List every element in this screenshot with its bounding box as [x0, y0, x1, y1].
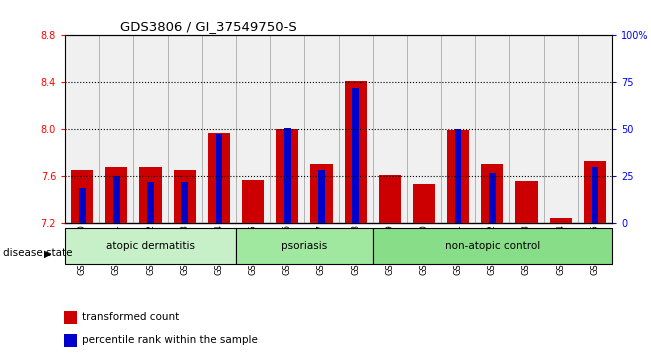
Bar	[311, 164, 333, 223]
Bar	[79, 188, 85, 223]
Bar	[344, 81, 367, 223]
Bar	[113, 176, 120, 223]
Bar	[270, 35, 304, 223]
Text: atopic dermatitis: atopic dermatitis	[106, 241, 195, 251]
Bar	[64, 334, 77, 347]
Text: percentile rank within the sample: percentile rank within the sample	[82, 335, 258, 346]
Bar	[133, 35, 168, 223]
Text: psoriasis: psoriasis	[281, 241, 327, 251]
Bar	[489, 173, 495, 223]
Bar	[65, 35, 99, 223]
Text: ▶: ▶	[44, 249, 52, 259]
Bar	[99, 35, 133, 223]
Bar	[105, 167, 128, 223]
Bar	[208, 133, 230, 223]
Bar	[168, 35, 202, 223]
Bar	[71, 170, 93, 223]
Bar	[174, 170, 196, 223]
Bar	[509, 35, 544, 223]
Bar	[447, 130, 469, 223]
Bar	[202, 35, 236, 223]
Bar	[584, 161, 606, 223]
Bar	[441, 35, 475, 223]
Bar	[215, 134, 222, 223]
Bar	[65, 228, 236, 264]
Bar	[407, 35, 441, 223]
Bar	[284, 128, 290, 223]
Bar	[516, 181, 538, 223]
Bar	[236, 35, 270, 223]
Bar	[577, 35, 612, 223]
Text: transformed count: transformed count	[82, 312, 180, 322]
Bar	[318, 170, 325, 223]
Bar	[139, 167, 161, 223]
Bar	[592, 167, 598, 223]
Bar	[544, 35, 577, 223]
Bar	[276, 129, 298, 223]
Bar	[475, 35, 509, 223]
Bar	[455, 129, 462, 223]
Text: GDS3806 / GI_37549750-S: GDS3806 / GI_37549750-S	[120, 20, 297, 33]
Bar	[304, 35, 339, 223]
Bar	[64, 312, 77, 324]
Bar	[413, 184, 435, 223]
Text: non-atopic control: non-atopic control	[445, 241, 540, 251]
Bar	[242, 179, 264, 223]
Bar	[352, 88, 359, 223]
Bar	[147, 182, 154, 223]
Bar	[372, 228, 612, 264]
Bar	[339, 35, 372, 223]
Bar	[549, 218, 572, 223]
Bar	[182, 182, 188, 223]
Bar	[372, 35, 407, 223]
Bar	[236, 228, 372, 264]
Text: disease state: disease state	[3, 248, 73, 258]
Bar	[481, 164, 503, 223]
Bar	[379, 175, 401, 223]
